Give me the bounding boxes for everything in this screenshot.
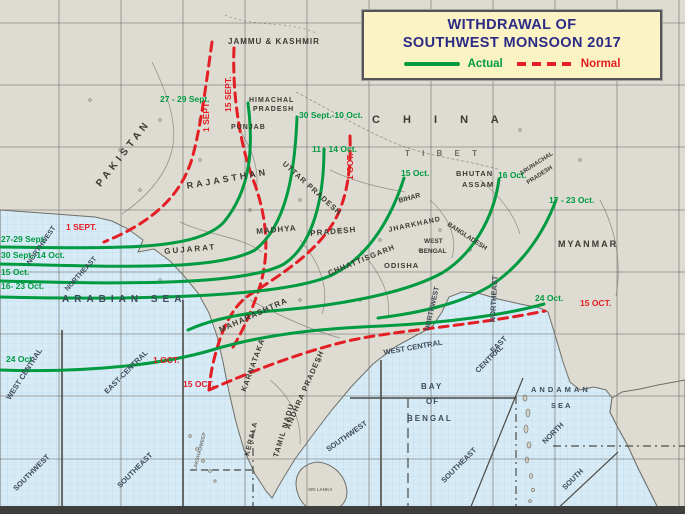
actual-withdrawal-line — [0, 115, 299, 268]
legend-actual: Actual — [403, 58, 503, 71]
legend-normal: Normal — [516, 58, 621, 71]
title-box: WITHDRAWAL OF SOUTHWEST MONSOON 2017 Act… — [362, 10, 662, 80]
boundary-lines — [121, 14, 619, 445]
actual-withdrawal-lines — [0, 101, 558, 373]
actual-withdrawal-line — [0, 147, 326, 285]
actual-withdrawal-line — [0, 302, 546, 373]
map-title-line2: SOUTHWEST MONSOON 2017 — [402, 34, 622, 51]
actual-withdrawal-line — [376, 198, 558, 320]
actual-withdrawal-line — [186, 177, 501, 332]
normal-withdrawal-line — [228, 46, 268, 354]
map-bottom-frame — [0, 506, 685, 514]
normal-withdrawal-line — [102, 40, 214, 244]
actual-withdrawal-line — [0, 101, 252, 250]
normal-line-swatch — [516, 62, 573, 67]
sea-area — [0, 209, 662, 514]
normal-withdrawal-line — [207, 309, 547, 392]
island-dots — [188, 394, 535, 503]
legend: Actual Normal — [364, 58, 660, 70]
actual-line-swatch — [403, 62, 460, 67]
legend-normal-label: Normal — [580, 58, 621, 71]
map-title-line1: WITHDRAWAL OF — [447, 17, 577, 33]
sector-boundaries — [61, 300, 685, 514]
legend-actual-label: Actual — [467, 58, 503, 71]
east-coast-land — [609, 379, 685, 514]
actual-withdrawal-line — [0, 176, 406, 300]
